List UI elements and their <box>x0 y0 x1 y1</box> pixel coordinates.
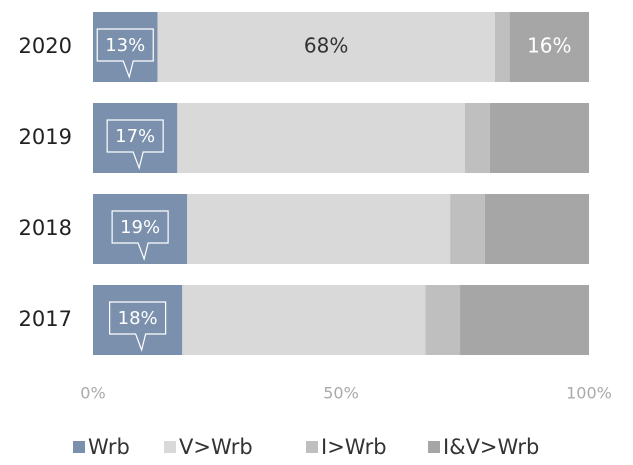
x-tick-label: 100% <box>566 384 612 403</box>
y-tick-label: 2018 <box>19 216 72 240</box>
legend-swatch <box>306 441 318 453</box>
bar-segment <box>450 194 485 264</box>
bar-segment <box>187 194 451 264</box>
bar-segment <box>93 12 158 82</box>
x-tick-label: 50% <box>323 384 359 403</box>
bar-segment <box>182 285 426 355</box>
bar-segment <box>157 12 495 82</box>
value-label: 18% <box>118 308 158 329</box>
bar-segment <box>484 194 589 264</box>
legend-label: V>Wrb <box>179 435 253 459</box>
bar-segment <box>177 103 465 173</box>
value-label: 19% <box>120 217 160 238</box>
callout-box <box>106 119 164 171</box>
callout-box <box>109 301 167 353</box>
y-tick-label: 2020 <box>19 34 72 58</box>
legend-label: I&V>Wrb <box>443 435 539 459</box>
value-label: 16% <box>527 34 571 58</box>
legend-swatch <box>73 441 85 453</box>
bar-segment <box>509 12 589 82</box>
legend-swatch <box>428 441 440 453</box>
legend-swatch <box>164 441 176 453</box>
value-label: 17% <box>115 126 155 147</box>
bar-segment <box>425 285 461 355</box>
y-tick-label: 2017 <box>19 307 72 331</box>
y-tick-label: 2019 <box>19 125 72 149</box>
callout-box <box>111 210 169 262</box>
callout-box <box>96 28 154 80</box>
legend-label: I>Wrb <box>321 435 387 459</box>
bar-segment <box>494 12 510 82</box>
x-tick-label: 0% <box>80 384 105 403</box>
legend-label: Wrb <box>88 435 130 459</box>
value-label: 68% <box>304 34 348 58</box>
bar-segment <box>93 194 188 264</box>
bar-segment <box>460 285 589 355</box>
bar-segment <box>465 103 490 173</box>
bar-segment <box>93 285 183 355</box>
value-label: 13% <box>105 35 145 56</box>
bar-segment <box>489 103 589 173</box>
